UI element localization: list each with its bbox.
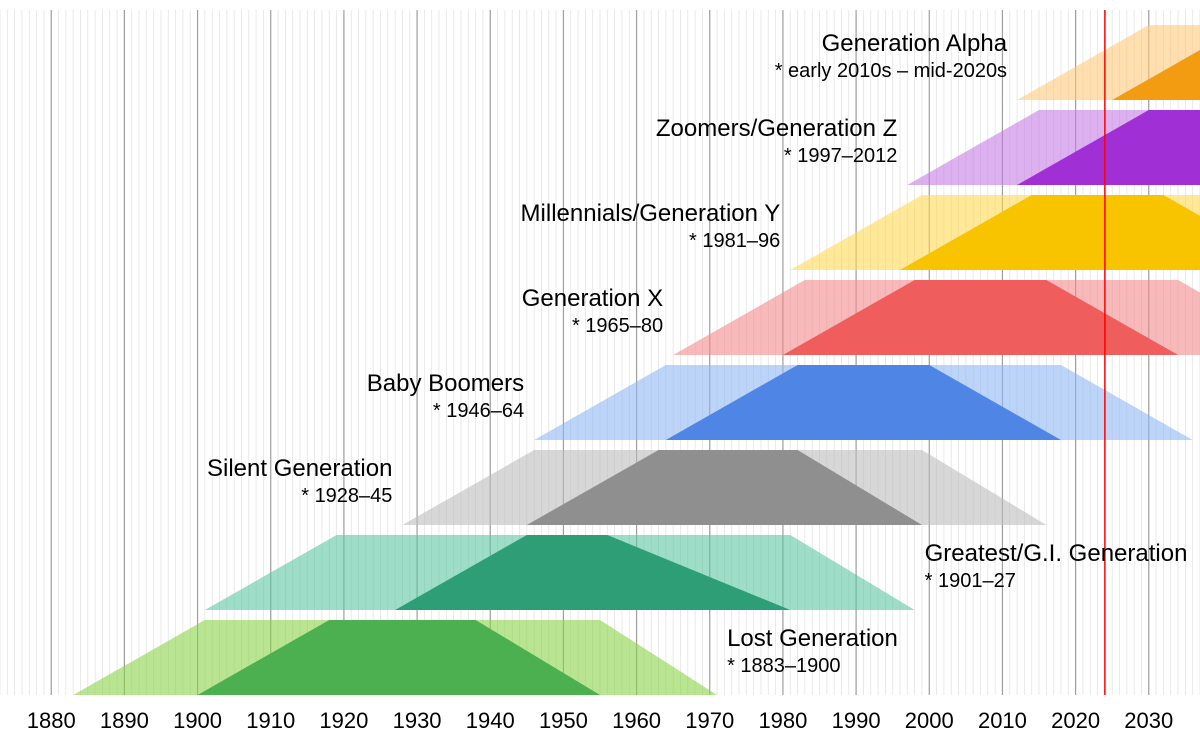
generation-years: * 1928–45 [301, 485, 392, 507]
x-axis-label: 2020 [1051, 708, 1100, 733]
x-axis-label: 1940 [466, 708, 515, 733]
chart-svg: Lost Generation * 1883–1900 Greatest/G.I. … [0, 0, 1200, 750]
generation-years: * 1965–80 [572, 315, 663, 337]
generation-years: * early 2010s – mid-2020s [775, 60, 1007, 82]
generation-years: * 1997–2012 [784, 145, 897, 167]
x-axis-label: 1950 [539, 708, 588, 733]
generation-years: * 1883–1900 [727, 655, 840, 677]
x-axis-label: 1920 [319, 708, 368, 733]
generation-name: Silent Generation [207, 455, 392, 482]
generations-timeline-chart: Lost Generation * 1883–1900 Greatest/G.I. … [0, 0, 1200, 750]
x-axis: 1880 1890 1900 1910 1920 1930 1940 1950 1960 1970… [27, 708, 1174, 733]
x-axis-label: 1880 [27, 708, 76, 733]
generation-name: Baby Boomers [367, 370, 524, 397]
generation-years: * 1901–27 [925, 570, 1016, 592]
x-axis-label: 1930 [393, 708, 442, 733]
generation-name: Zoomers/Generation Z [656, 115, 897, 142]
x-axis-label: 2010 [978, 708, 1027, 733]
generation-name: Lost Generation [727, 625, 898, 652]
x-axis-label: 2030 [1124, 708, 1173, 733]
x-axis-label: 2000 [905, 708, 954, 733]
x-axis-label: 1970 [685, 708, 734, 733]
generation-name: Generation X [522, 285, 663, 312]
x-axis-label: 1890 [100, 708, 149, 733]
x-axis-label: 1900 [173, 708, 222, 733]
x-axis-label: 1980 [758, 708, 807, 733]
generation-name: Generation Alpha [822, 30, 1008, 57]
generation-name: Millennials/Generation Y [521, 200, 781, 227]
x-axis-label: 1910 [246, 708, 295, 733]
x-axis-label: 1960 [612, 708, 661, 733]
generation-name: Greatest/G.I. Generation [925, 540, 1188, 567]
x-axis-label: 1990 [832, 708, 881, 733]
generation-years: * 1981–96 [689, 230, 780, 252]
generation-years: * 1946–64 [433, 400, 524, 422]
